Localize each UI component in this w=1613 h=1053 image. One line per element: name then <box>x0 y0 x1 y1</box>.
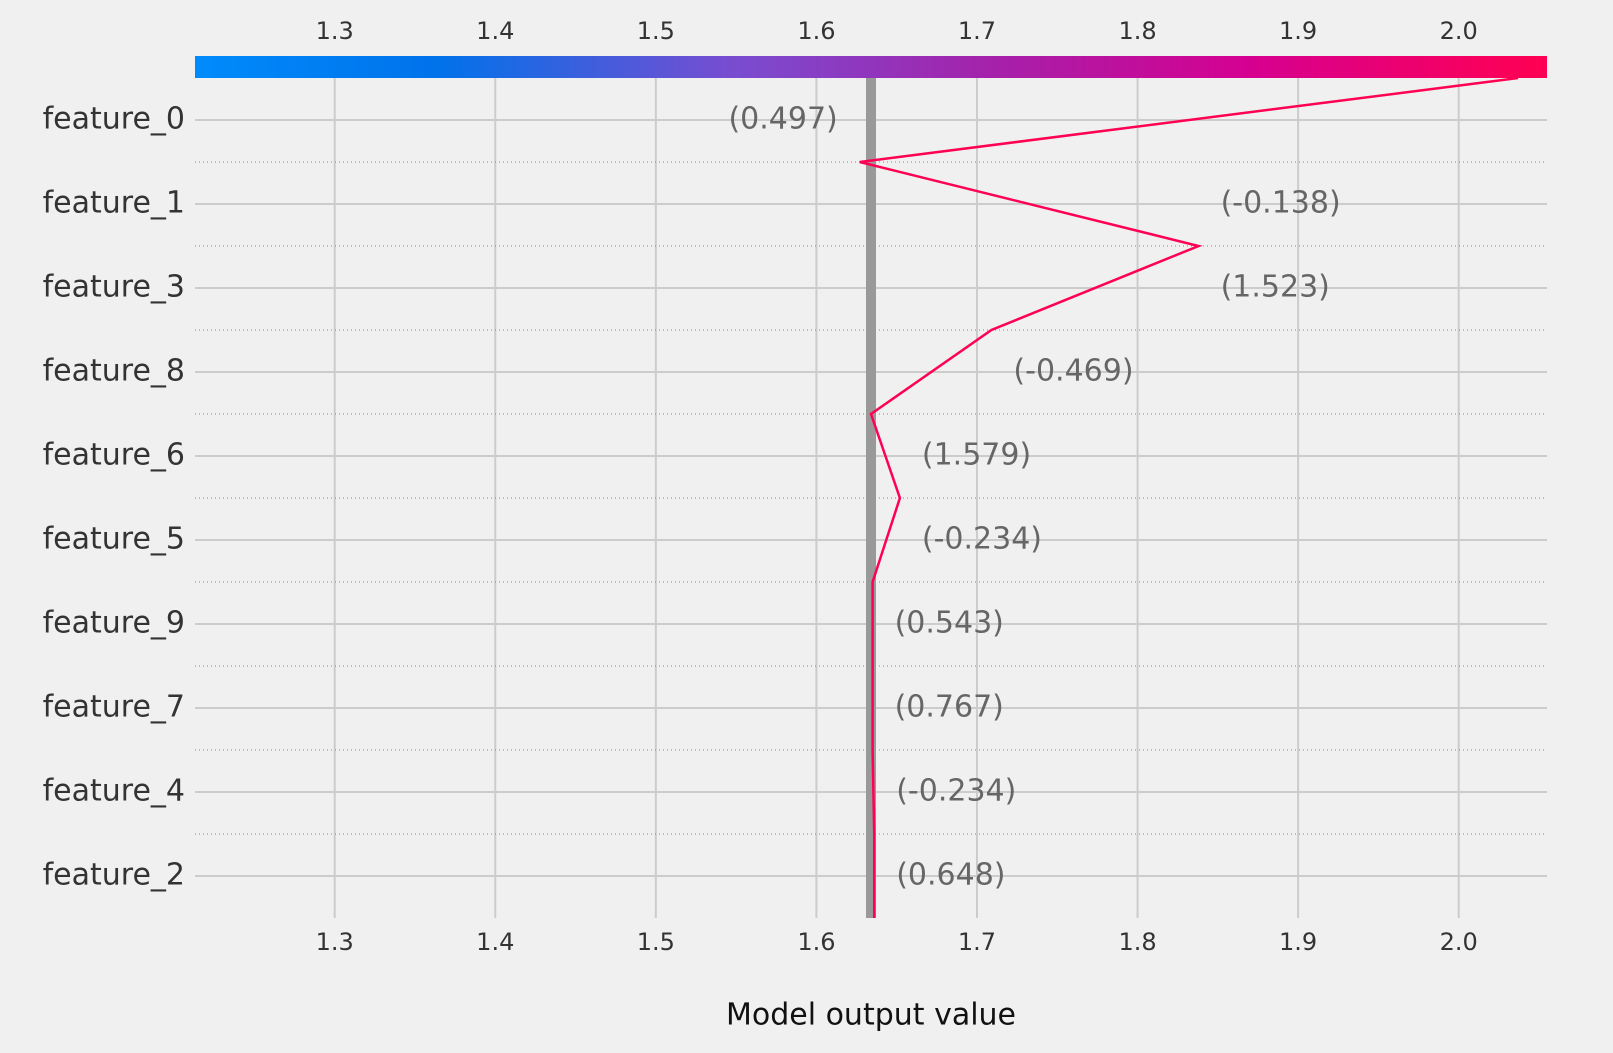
x-tick-label: 1.4 <box>476 928 514 956</box>
feature-label: feature_0 <box>43 102 185 137</box>
x-tick-label-top: 1.5 <box>637 17 675 45</box>
feature-label: feature_1 <box>43 186 185 221</box>
colorbar <box>195 56 1547 78</box>
feature-value-label: (1.523) <box>1221 270 1330 305</box>
x-tick-label-top: 2.0 <box>1440 17 1478 45</box>
feature-label: feature_6 <box>43 438 185 473</box>
feature-value-label: (-0.234) <box>922 522 1042 557</box>
x-tick-label: 1.9 <box>1279 928 1317 956</box>
x-tick-label-top: 1.9 <box>1279 17 1317 45</box>
feature-label: feature_3 <box>43 270 185 305</box>
x-tick-label: 1.3 <box>316 928 354 956</box>
feature-label: feature_2 <box>43 858 185 893</box>
x-tick-label-top: 1.7 <box>958 17 996 45</box>
x-tick-label-top: 1.8 <box>1118 17 1156 45</box>
feature-value-label: (0.648) <box>896 858 1005 893</box>
feature-value-label: (-0.234) <box>896 774 1016 809</box>
feature-value-label: (-0.138) <box>1221 186 1341 221</box>
x-tick-label: 1.5 <box>637 928 675 956</box>
x-tick-label: 1.7 <box>958 928 996 956</box>
x-tick-label: 1.6 <box>797 928 835 956</box>
feature-label: feature_5 <box>43 522 185 557</box>
x-tick-label-top: 1.3 <box>316 17 354 45</box>
feature-value-label: (0.497) <box>728 102 837 137</box>
feature-label: feature_9 <box>43 606 185 641</box>
x-tick-label: 1.8 <box>1118 928 1156 956</box>
feature-label: feature_8 <box>43 354 185 389</box>
x-tick-label-top: 1.4 <box>476 17 514 45</box>
feature-value-label: (0.767) <box>895 690 1004 725</box>
decision-line <box>859 76 1519 918</box>
x-axis-label: Model output value <box>726 998 1016 1033</box>
x-tick-label-top: 1.6 <box>797 17 835 45</box>
feature-label: feature_4 <box>43 774 185 809</box>
feature-value-label: (0.543) <box>895 606 1004 641</box>
base-value-line <box>866 78 876 918</box>
feature-value-label: (1.579) <box>922 438 1031 473</box>
feature-value-label: (-0.469) <box>1013 354 1133 389</box>
feature-label: feature_7 <box>43 690 185 725</box>
x-tick-label: 2.0 <box>1440 928 1478 956</box>
